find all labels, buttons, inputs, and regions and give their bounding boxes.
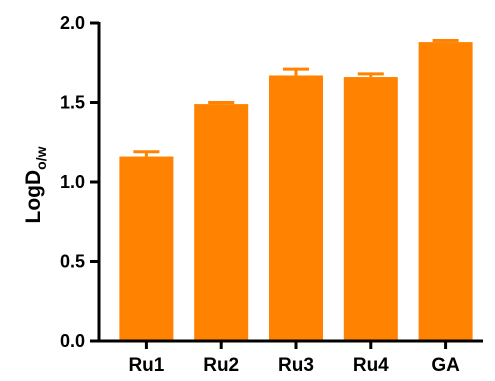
bar-ru4 [343, 77, 398, 341]
bar-ru1 [119, 156, 174, 341]
y-tick-label: 0.0 [60, 331, 85, 351]
y-axis: 0.0 0.5 1.0 1.5 2.0 [60, 13, 101, 351]
y-tick-label: 2.0 [60, 13, 85, 33]
y-axis-title-subscript: o/w [33, 146, 49, 169]
y-tick-label: 0.5 [60, 252, 85, 272]
y-axis-title-main: LogD [22, 170, 45, 224]
y-tick-label: 1.0 [60, 172, 85, 192]
x-tick-label-ru3: Ru3 [278, 355, 314, 376]
x-axis: Ru1 Ru2 Ru3 Ru4 GA [97, 339, 483, 376]
bar-ru2 [194, 104, 249, 341]
x-tick-label-ru4: Ru4 [353, 355, 389, 376]
x-tick-label-ru1: Ru1 [128, 355, 164, 376]
x-tick-label-ga: GA [431, 355, 460, 376]
y-axis-title: LogDo/w [22, 146, 49, 223]
x-tick-label-ru2: Ru2 [203, 355, 239, 376]
bar-ru3 [269, 75, 323, 341]
bar-ga [418, 42, 473, 341]
y-tick-label: 1.5 [60, 93, 85, 113]
bars-group [119, 38, 473, 341]
